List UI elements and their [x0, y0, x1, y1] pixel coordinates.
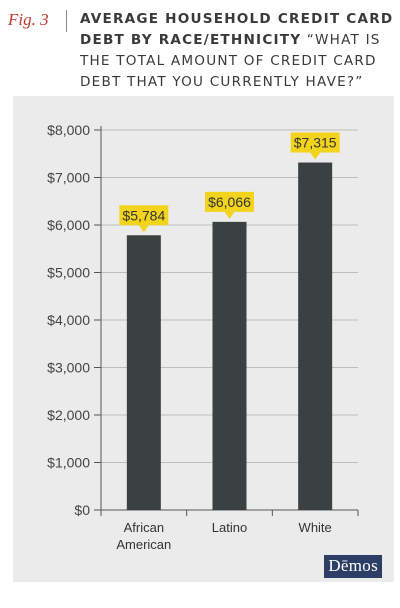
bar — [126, 235, 161, 510]
bar-chart: $0 $1,000 $2,000 $3,000 $4,000 $5,000 $6,000 $7… — [47, 122, 359, 552]
x-tick-label: White — [299, 520, 332, 535]
brand-logo: Dēmos — [324, 555, 382, 578]
bar — [298, 162, 333, 510]
data-label-box — [205, 191, 254, 212]
y-tick-label: $5,000 — [47, 265, 90, 281]
chart-title: Average Household Credit Card Debt by Ra… — [80, 11, 394, 48]
figure-separator — [66, 10, 67, 32]
chart-subtitle: “What is the total amount of credit card… — [80, 32, 381, 90]
x-tick-label: Latino — [212, 520, 247, 535]
y-tick-label: $8,000 — [47, 122, 90, 138]
y-tick-label: $7,000 — [47, 170, 90, 186]
chart-panel: $0 $1,000 $2,000 $3,000 $4,000 $5,000 $6,000 $7… — [13, 96, 394, 582]
y-tick-label: $1,000 — [47, 455, 90, 471]
y-tick-label: $6,000 — [47, 217, 90, 233]
data-label-pointer — [138, 225, 149, 233]
x-tick-label: African American — [116, 520, 171, 552]
y-tick-label: $4,000 — [47, 312, 90, 328]
y-tick-label: $2,000 — [47, 407, 90, 423]
data-label-pointer — [224, 211, 235, 219]
bar — [212, 221, 247, 510]
figure-label: Fig. 3 — [8, 10, 49, 29]
data-label: $5,784 — [122, 207, 165, 223]
data-label: $7,315 — [294, 135, 337, 151]
y-tick-label: $3,000 — [47, 360, 90, 376]
chart-title-block: Average Household Credit Card Debt by Ra… — [80, 9, 395, 93]
data-label-box — [119, 205, 169, 226]
data-label: $6,066 — [208, 194, 251, 210]
data-label-pointer — [310, 152, 321, 160]
y-tick-label: $0 — [74, 502, 90, 518]
data-label-box — [290, 132, 340, 153]
